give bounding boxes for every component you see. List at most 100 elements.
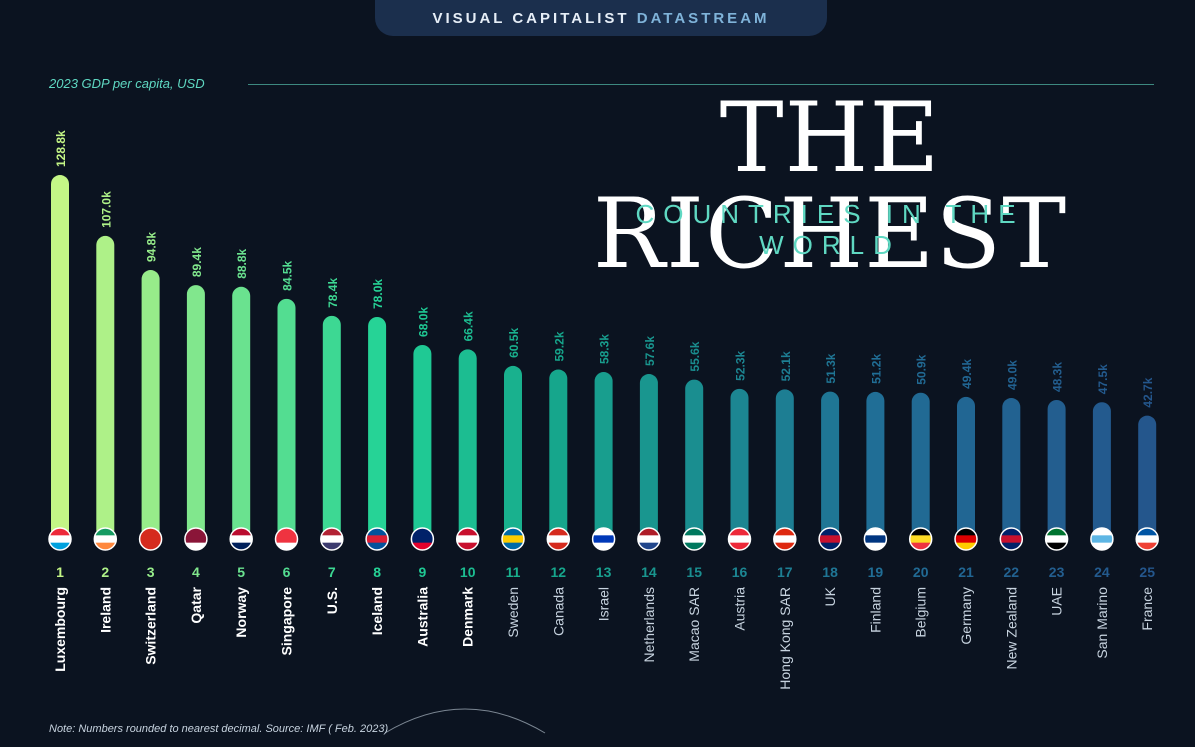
flag-icon-8 [365,527,389,551]
flag-icon-17 [773,527,797,551]
country-label-5: Norway [233,587,249,638]
country-label-15: Macao SAR [686,587,702,662]
bar-3 [141,270,160,539]
rank-label-21: 21 [958,564,974,580]
value-label-7: 78.4k [326,278,340,308]
rank-label-9: 9 [419,564,427,580]
country-label-6: Singapore [279,587,295,656]
value-label-5: 88.8k [235,248,249,278]
rank-label-7: 7 [328,564,336,580]
rank-label-17: 17 [777,564,793,580]
bar-2 [96,235,115,539]
flag-icon-24 [1090,527,1114,551]
country-label-14: Netherlands [641,587,657,663]
brand-stream: DATASTREAM [636,10,770,27]
bar-16 [730,388,749,539]
rank-label-25: 25 [1139,564,1155,580]
flag-icon-21 [954,527,978,551]
rank-label-19: 19 [868,564,884,580]
rank-label-2: 2 [101,564,109,580]
axis-subtitle: 2023 GDP per capita, USD [49,76,205,91]
flag-icon-23 [1044,527,1069,551]
value-label-9: 68.0k [416,307,430,337]
country-label-13: Israel [596,587,612,621]
country-label-20: Belgium [913,587,929,638]
country-label-16: Austria [732,587,748,631]
subtitle-rule [248,84,1154,85]
bar-14 [639,374,658,539]
rank-label-10: 10 [460,564,476,580]
page-subtitle: COUNTRIES IN THE WORLD [635,199,1025,260]
value-label-21: 49.4k [960,359,974,389]
flag-icon-7 [320,527,344,551]
country-label-25: France [1139,587,1155,631]
rank-label-16: 16 [732,564,748,580]
country-label-23: UAE [1049,587,1065,616]
bar-24 [1092,402,1111,539]
country-label-7: U.S. [324,587,340,614]
bar-18 [821,391,840,539]
rank-label-20: 20 [913,564,929,580]
decorative-arc [384,708,546,734]
bar-11 [504,365,522,539]
flag-icon-10 [455,527,480,551]
rank-label-24: 24 [1094,564,1110,580]
value-label-8: 78.0k [371,279,385,309]
bar-15 [685,379,704,539]
bar-10 [458,349,477,539]
bar-20 [911,392,930,539]
country-label-22: New Zealand [1003,587,1019,670]
value-label-4: 89.4k [190,247,204,277]
country-label-3: Switzerland [143,587,159,665]
bar-21 [957,396,975,539]
value-label-16: 52.3k [734,350,748,380]
value-label-17: 52.1k [779,351,793,381]
flag-icon-25 [1135,527,1159,551]
flag-icon-1 [48,527,72,551]
value-label-6: 84.5k [281,260,295,290]
value-label-18: 51.3k [824,353,838,383]
bar-22 [1002,398,1021,539]
country-label-21: Germany [958,587,974,645]
bar-19 [866,391,885,539]
country-label-12: Canada [550,587,566,636]
page-title: THE RICHEST [592,82,1068,290]
bar-7 [322,315,341,539]
value-label-13: 58.3k [598,334,612,364]
value-label-23: 48.3k [1051,362,1065,392]
flag-icon-22 [999,527,1024,551]
value-label-25: 42.7k [1141,377,1155,407]
value-label-14: 57.6k [643,336,657,366]
value-label-22: 49.0k [1005,360,1019,390]
rank-label-3: 3 [147,564,155,580]
country-label-1: Luxembourg [52,587,68,672]
country-label-10: Denmark [460,587,476,647]
flag-icon-4 [184,527,208,551]
rank-label-22: 22 [1004,564,1020,580]
country-label-17: Hong Kong SAR [777,587,793,690]
flag-icon-15 [682,527,706,551]
rank-label-13: 13 [596,564,612,580]
flag-icon-16 [727,527,752,551]
rank-label-4: 4 [192,564,200,580]
bar-4 [186,285,205,539]
bar-25 [1138,415,1157,539]
country-label-24: San Marino [1094,587,1110,659]
footnote: Note: Numbers rounded to nearest decimal… [49,723,389,735]
header-tab [375,0,827,36]
value-label-2: 107.0k [99,191,113,228]
value-label-10: 66.4k [462,311,476,341]
flag-icon-20 [908,527,933,551]
rank-label-6: 6 [283,564,291,580]
flag-icon-9 [410,527,435,551]
rank-label-14: 14 [641,564,657,580]
value-label-19: 51.2k [869,354,883,384]
flag-icon-2 [93,527,118,551]
country-label-9: Australia [414,587,430,647]
rank-label-15: 15 [686,564,702,580]
bar-13 [594,372,613,539]
header-brand: VISUAL CAPITALIST DATASTREAM [375,10,827,27]
bar-6 [277,298,296,539]
